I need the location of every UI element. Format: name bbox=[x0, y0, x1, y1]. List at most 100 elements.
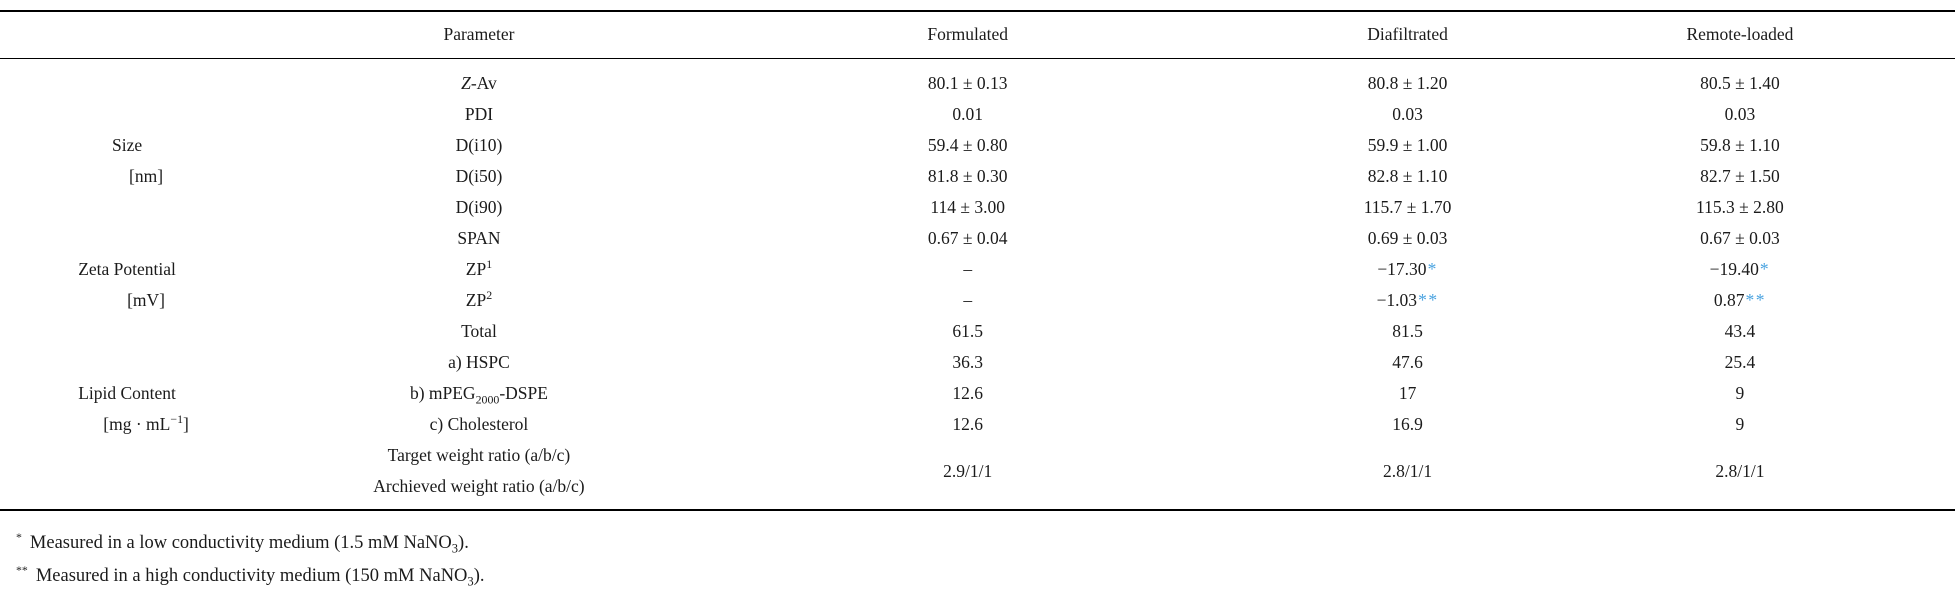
spacer-cell bbox=[1896, 440, 1955, 510]
spacer-cell bbox=[1896, 59, 1955, 100]
spacer-cell bbox=[1896, 347, 1955, 378]
header-formulated: Formulated bbox=[703, 11, 1232, 59]
table-row: Total 61.5 81.5 43.4 bbox=[0, 316, 1955, 347]
value-cell: 61.5 bbox=[952, 321, 984, 341]
table-row: Size D(i10) 59.4 ± 0.80 59.9 ± 1.00 59.8 ± 1… bbox=[0, 130, 1955, 161]
parameter-line: Archieved weight ratio (a/b/c) bbox=[373, 476, 585, 496]
value-cell: 0.01 bbox=[952, 104, 984, 124]
footnote: ** Measured in a high conductivity medium… bbox=[16, 560, 1955, 593]
parameter-cell: SPAN bbox=[254, 223, 704, 254]
parameter-line: PDI bbox=[464, 104, 494, 124]
parameter-cell: b) mPEG2000-DSPE bbox=[254, 378, 704, 409]
value-cell: 0.03 bbox=[1724, 104, 1756, 124]
value-cell: – bbox=[963, 259, 973, 279]
value-cell: −1.03** bbox=[1376, 290, 1439, 310]
row-group-label: [mg · mL−1] bbox=[103, 412, 189, 434]
spacer-cell bbox=[1896, 378, 1955, 409]
parameter-cell: Z-Av bbox=[254, 59, 704, 100]
spacer-cell bbox=[1896, 285, 1955, 316]
characterization-table: Parameter Formulated Diafiltrated Remote… bbox=[0, 10, 1955, 511]
parameter-line: Target weight ratio (a/b/c) bbox=[387, 445, 571, 465]
spacer-cell bbox=[1896, 409, 1955, 440]
spacer-cell bbox=[1896, 161, 1955, 192]
footnote: * Measured in a low conductivity medium (… bbox=[16, 527, 1955, 560]
value-cell: 82.8 ± 1.10 bbox=[1367, 166, 1448, 186]
table-row: Z-Av 80.1 ± 0.13 80.8 ± 1.20 80.5 ± 1.40 bbox=[0, 59, 1955, 100]
value-cell: 82.7 ± 1.50 bbox=[1700, 166, 1780, 186]
value-cell: 81.8 ± 0.30 bbox=[927, 166, 1008, 186]
parameter-line: c) Cholesterol bbox=[429, 414, 529, 434]
spacer-cell bbox=[1896, 130, 1955, 161]
parameter-line: ZP1 bbox=[465, 257, 493, 279]
parameter-line: D(i50) bbox=[455, 166, 503, 186]
parameter-line: SPAN bbox=[457, 228, 501, 248]
parameter-cell: ZP1 bbox=[254, 254, 704, 285]
table-row: [nm] D(i50) 81.8 ± 0.30 82.8 ± 1.10 82.7 ± 1… bbox=[0, 161, 1955, 192]
value-cell: 114 ± 3.00 bbox=[930, 197, 1005, 217]
row-group-label bbox=[0, 59, 254, 100]
table-body: Z-Av 80.1 ± 0.13 80.8 ± 1.20 80.5 ± 1.40 PDI… bbox=[0, 59, 1955, 511]
value-cell: 25.4 bbox=[1724, 352, 1756, 372]
header-row: Parameter Formulated Diafiltrated Remote… bbox=[0, 11, 1955, 59]
parameter-cell: PDI bbox=[254, 99, 704, 130]
value-cell: 0.87** bbox=[1713, 290, 1766, 310]
header-diafiltrated: Diafiltrated bbox=[1231, 11, 1584, 59]
value-cell: 43.4 bbox=[1724, 321, 1756, 341]
row-group-label: Zeta Potential bbox=[78, 259, 176, 279]
parameter-line: Total bbox=[461, 321, 497, 341]
header-filler bbox=[1896, 11, 1955, 59]
row-group-label bbox=[0, 347, 254, 378]
spacer-cell bbox=[1896, 99, 1955, 130]
parameter-cell: Total bbox=[254, 316, 704, 347]
footnote-marker: * bbox=[16, 529, 22, 544]
significance-marker: ** bbox=[1418, 290, 1439, 310]
value-cell: 17 bbox=[1398, 383, 1417, 403]
row-group-label bbox=[0, 223, 254, 254]
value-cell: 0.67 ± 0.03 bbox=[1700, 228, 1780, 248]
value-cell: 12.6 bbox=[952, 414, 984, 434]
parameter-line: Z-Av bbox=[461, 73, 497, 93]
row-group-label: [nm] bbox=[129, 166, 164, 186]
header-parameter: Parameter bbox=[254, 11, 704, 59]
row-group-label bbox=[0, 316, 254, 347]
value-cell: 16.9 bbox=[1392, 414, 1423, 434]
value-cell: −19.40* bbox=[1709, 259, 1771, 279]
spacer-cell bbox=[1896, 316, 1955, 347]
value-cell: 0.67 ± 0.04 bbox=[927, 228, 1008, 248]
value-cell: 80.8 ± 1.20 bbox=[1367, 73, 1448, 93]
value-cell: 2.9/1/1 bbox=[943, 460, 993, 481]
header-group-spacer bbox=[0, 11, 255, 59]
header-remote-loaded: Remote-loaded bbox=[1583, 11, 1897, 59]
parameter-line: a) HSPC bbox=[448, 352, 510, 372]
value-cell: 59.8 ± 1.10 bbox=[1700, 135, 1780, 155]
value-cell: 9 bbox=[1735, 414, 1745, 434]
row-group-label bbox=[0, 440, 254, 510]
value-cell: 2.8/1/1 bbox=[1715, 460, 1765, 481]
spacer-cell bbox=[1896, 192, 1955, 223]
footnote-text: Measured in a high conductivity medium (… bbox=[35, 566, 485, 589]
table-row: PDI 0.01 0.03 0.03 bbox=[0, 99, 1955, 130]
parameter-cell: D(i50) bbox=[254, 161, 704, 192]
row-group-label: Size bbox=[112, 135, 143, 155]
value-cell: 9 bbox=[1735, 383, 1745, 403]
value-cell: 115.3 ± 2.80 bbox=[1696, 197, 1784, 217]
table-row: Lipid Content b) mPEG2000-DSPE 12.6 17 9 bbox=[0, 378, 1955, 409]
value-cell: −17.30* bbox=[1377, 259, 1438, 279]
row-group-label bbox=[0, 99, 254, 130]
parameter-cell: c) Cholesterol bbox=[254, 409, 704, 440]
value-cell: 59.4 ± 0.80 bbox=[927, 135, 1008, 155]
parameter-line: ZP2 bbox=[465, 288, 493, 310]
parameter-line: D(i10) bbox=[455, 135, 503, 155]
value-cell: 115.7 ± 1.70 bbox=[1363, 197, 1452, 217]
value-cell: 0.69 ± 0.03 bbox=[1367, 228, 1448, 248]
parameter-line: b) mPEG2000-DSPE bbox=[409, 383, 548, 407]
parameter-cell: Target weight ratio (a/b/c) Archieved wei… bbox=[254, 440, 704, 510]
row-group-label: Lipid Content bbox=[78, 383, 176, 403]
parameter-cell: D(i10) bbox=[254, 130, 704, 161]
table-row: [mg · mL−1] c) Cholesterol 12.6 16.9 9 bbox=[0, 409, 1955, 440]
footnote-marker: ** bbox=[16, 562, 28, 577]
table-row: D(i90) 114 ± 3.00 115.7 ± 1.70 115.3 ± 2.80 bbox=[0, 192, 1955, 223]
parameter-cell: a) HSPC bbox=[254, 347, 704, 378]
footnotes: * Measured in a low conductivity medium (… bbox=[0, 511, 1955, 593]
spacer-cell bbox=[1896, 223, 1955, 254]
